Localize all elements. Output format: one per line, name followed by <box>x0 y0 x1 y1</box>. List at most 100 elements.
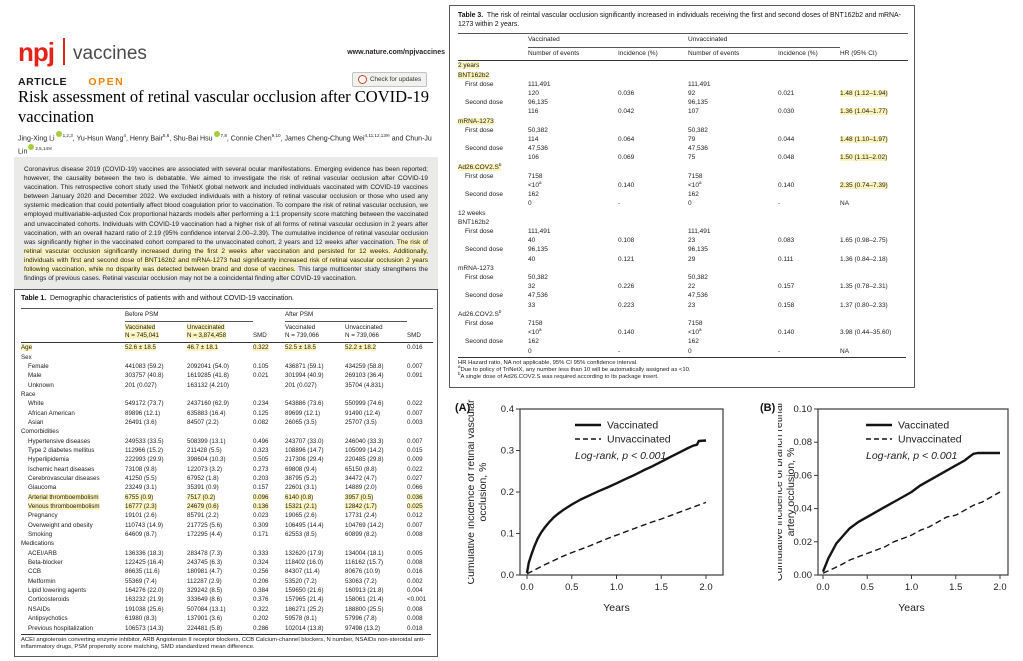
y-tick-label: 0.10 <box>794 404 813 415</box>
author: Chun-Ju Lin <box>18 135 432 156</box>
article-title: Risk assessment of retinal vascular occl… <box>18 87 430 126</box>
x-axis-label: Years <box>898 602 924 614</box>
plot-frame <box>817 408 1009 576</box>
table-row: Second dose 96,135 96,135 <box>465 246 708 254</box>
table-row: First dose 111,491 111,491 <box>465 80 711 88</box>
y-tick-label: 0.1 <box>501 529 514 540</box>
table-row: 33 0.223 23 0.158 1.37 (0.80–2.33) <box>528 301 888 309</box>
table-row: Sex <box>21 353 32 361</box>
table-row: First dose 50,382 50,382 <box>465 274 708 282</box>
panel-b-label: (B) <box>760 402 776 414</box>
table3-footnote-line: bA single dose of Ad26.COV2.S was requir… <box>458 371 659 381</box>
table-row: BNT162b2 <box>458 71 490 79</box>
check-updates-label: Check for updates <box>370 76 422 83</box>
table3-footnote-line: aDue to policy of TriNetX, any number le… <box>458 364 691 374</box>
author-affiliations: 1,2,3 <box>62 133 73 138</box>
x-tick-label: 0.0 <box>816 582 829 593</box>
y-axis-label: Cumulative incidence of branch retinal <box>778 403 785 581</box>
table-row: 0-0- NA <box>528 200 850 208</box>
x-tick-label: 0.5 <box>861 582 874 593</box>
table-row: Antipsychotics 61980 (8.3) 137901 (3.6) 0.2… <box>28 615 423 623</box>
y-axis-label: Cumulative incidence of retinal vascular <box>468 399 477 585</box>
vaccinated-curve <box>821 451 1000 573</box>
table-row: Metformin 55369 (7.4) 112287 (2.9) 0.206 535… <box>28 577 423 585</box>
table-row: First dose 7158 7158 <box>465 320 703 328</box>
author-affiliations: 5,6 <box>162 133 170 138</box>
x-tick-label: 0.5 <box>565 582 578 593</box>
table-row: 114 0.064 79 0.044 1.48 (1.10–1.97) <box>528 136 888 143</box>
table-row: 2 years <box>458 62 480 70</box>
table-row: Ischemic heart diseases 73108 (9.8) 122073… <box>28 465 423 473</box>
table-row: Comorbidities <box>21 428 59 436</box>
table-row: 12 weeks <box>458 209 486 217</box>
vaccinated-curve <box>525 439 707 574</box>
orcid-icon[interactable] <box>213 131 220 137</box>
table-row: 106 0.069 75 0.048 1.50 (1.11–2.02) <box>528 154 888 162</box>
journal-logo: npj vaccines <box>18 38 147 65</box>
article-type-label: ARTICLE <box>18 76 67 88</box>
abstract-text-end: This large multicenter study strengthens… <box>24 266 429 283</box>
table-row: Lipid lowering agents 164276 (22.0) 329242… <box>28 587 423 595</box>
table-row: Beta-blocker 122425 (16.4) 243745 (6.3) 0.3… <box>28 559 423 567</box>
unvaccinated-curve <box>526 501 707 575</box>
author-affiliations: 9,10 <box>271 133 281 138</box>
table-row: Second dose 47,536 47,536 <box>465 145 708 153</box>
table-row: Second dose 162 162 <box>465 191 699 199</box>
table3-caption: Table 3. The risk of reintal vascular oc… <box>458 12 901 28</box>
table-row: Venous thromboembolism 16777 (2.3) 24679 (… <box>28 503 423 511</box>
log-rank-annotation: Log-rank, p < 0.001 <box>866 450 957 462</box>
y-tick-label: 0.04 <box>794 504 813 515</box>
table-row: Female 441083 (59.2) 2092041 (54.0) 0.105 43… <box>28 362 423 370</box>
table-row: White 549172 (73.7) 2437160 (62.9) 0.234 543… <box>28 400 423 408</box>
table-row: Unknown 201 (0.027) 163132 (4.210) 201 (0.0… <box>28 381 384 389</box>
y-tick-label: 0.02 <box>794 537 813 548</box>
author-affiliations: 2,5,14✉ <box>35 146 52 152</box>
y-tick-label: 0.08 <box>794 437 813 448</box>
table3-footnote-line: HR Hazard ratio, NA not applicable, 95% … <box>458 359 638 366</box>
author: Yu-Hsun Wang <box>76 135 124 143</box>
table1-grid: Before PSM After PSM Vaccinated N = 745,0… <box>21 307 434 633</box>
npj-logo-text: npj <box>18 37 55 67</box>
table-row: Second dose 162 162 <box>465 338 699 346</box>
x-tick-label: 1.0 <box>905 582 918 593</box>
author: Connie Chen <box>230 135 272 143</box>
table-row: 116 0.042 107 0.030 1.36 (1.04–1.77) <box>528 108 888 116</box>
table-row: Overweight and obesity 110743 (14.9) 21772… <box>28 521 423 529</box>
journal-name: vaccines <box>73 43 147 64</box>
open-access-label: OPEN <box>88 76 125 88</box>
table3-column-header: Number of events Incidence (%) Number of… <box>458 47 909 62</box>
table-row: <10a 0.140 <10a 0.140 3.98 (0.44–35.60) <box>528 328 892 337</box>
table-row: Arterial thromboembolism 6755 (0.9) 7517 (… <box>28 493 423 501</box>
chart-b-svg: 0.00 0.02 0.04 0.06 0.08 0.10 0.0 0.5 1.0 1.5 2.0 V… <box>778 403 1009 614</box>
table-row: First dose 111,491 111,491 <box>465 228 711 236</box>
table-row: Pregnancy 19101 (2.6) 85791 (2.2) 0.023 1906… <box>28 512 423 520</box>
table1-column-header: Vaccinated N = 745,041 Unvaccinated N = 3,… <box>21 321 434 344</box>
y-tick-label: 0.00 <box>794 570 813 581</box>
legend-label: Vaccinated <box>607 420 658 432</box>
table-row: mRNA-1273 <box>458 117 494 125</box>
table-row: Race <box>21 390 36 398</box>
check-for-updates-button[interactable]: Check for updates <box>352 72 428 87</box>
orcid-icon[interactable] <box>28 144 35 151</box>
table-row: 32 0.226 22 0.157 1.35 (0.78–2.31) <box>528 283 888 291</box>
author: Shu-Bai Hsu <box>173 135 213 143</box>
table-row: Smoking 64609 (8.7) 172295 (4.4) 0.171 62553… <box>28 531 423 539</box>
journal-url-link[interactable]: www.nature.com/npjvaccines <box>347 49 445 56</box>
x-tick-label: 1.0 <box>610 582 623 593</box>
table-row: First dose 7158 7158 <box>465 172 703 180</box>
table-row: Type 2 diabetes mellitus 112966 (15.2) 211… <box>28 446 423 454</box>
table-row: Previous hospitalization 106573 (14.3) 224… <box>28 624 423 632</box>
table-row: 120 0.036 92 0.021 1.48 (1.12–1.94) <box>528 89 888 97</box>
legend-label: Unvaccinated <box>898 434 962 446</box>
orcid-icon[interactable] <box>55 131 62 137</box>
author-affiliations: 4,11,12,13✉ <box>364 133 390 138</box>
log-rank-annotation: Log-rank, p < 0.001 <box>575 450 666 462</box>
table-row: BNT162b2 <box>458 218 490 226</box>
table-row: African American 89896 (12.1) 635883 (16.4… <box>28 409 423 417</box>
table1-group-header: Before PSM After PSM <box>21 308 433 322</box>
legend-label: Vaccinated <box>898 420 949 432</box>
table1-footnote: ACEI angiotensin converting enzyme inhib… <box>21 633 431 652</box>
table-row: Medications <box>21 540 55 548</box>
y-tick-label: 0.4 <box>501 404 514 415</box>
